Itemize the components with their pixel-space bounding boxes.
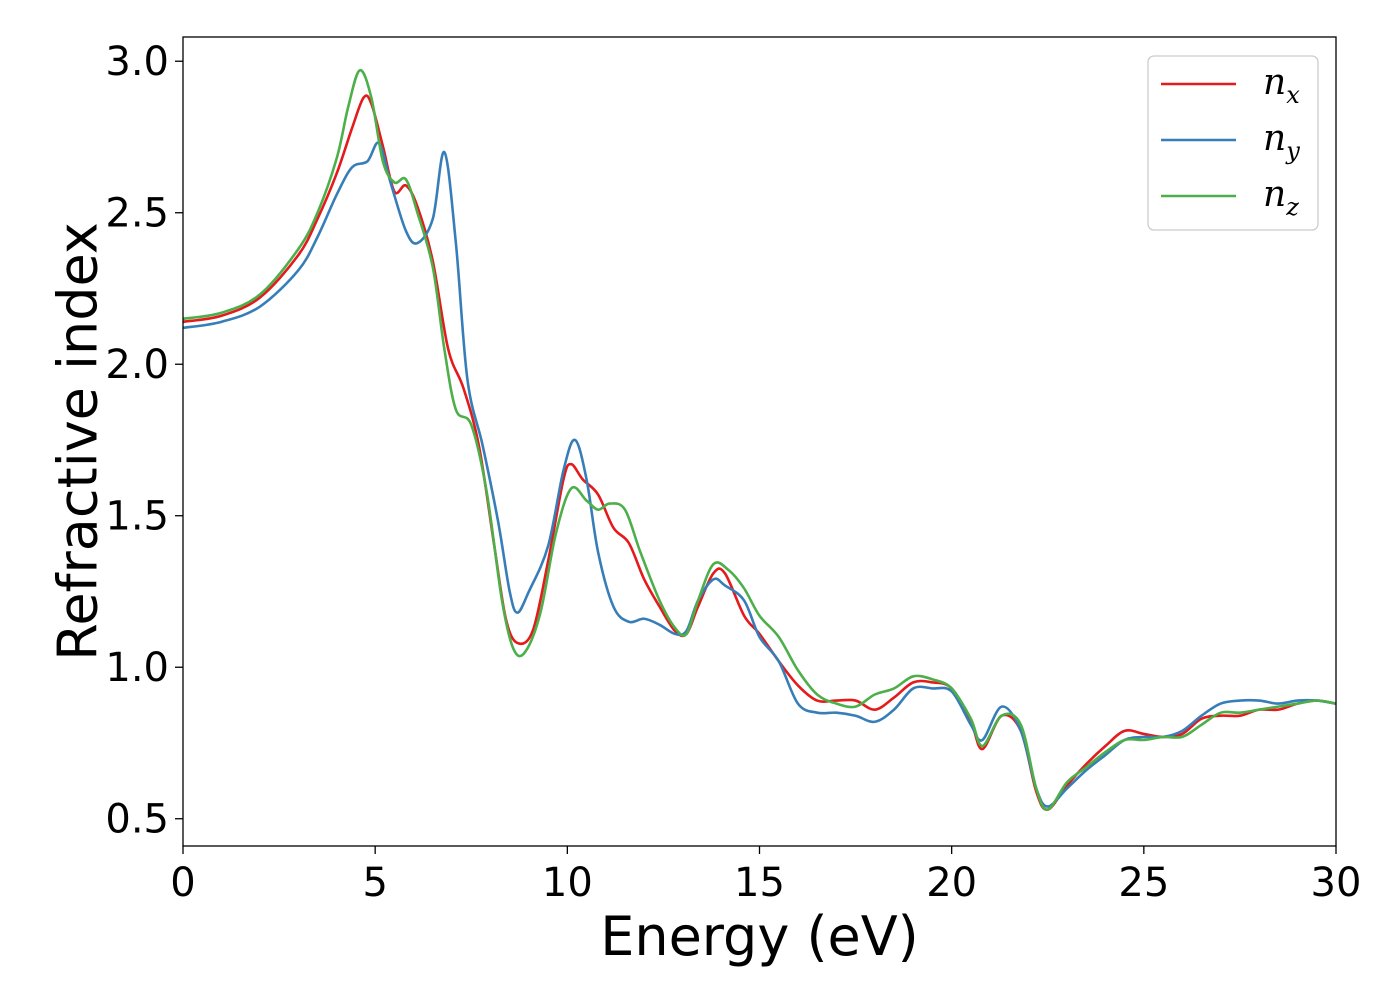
series-line-y [183, 141, 1336, 808]
x-axis: 0 5 10 15 20 25 30 [170, 846, 1361, 906]
x-tick-label: 20 [926, 860, 977, 906]
y-tick-label: 2.0 [105, 342, 169, 388]
legend-label-z: nz [1263, 174, 1299, 221]
y-tick-label: 0.5 [105, 797, 169, 843]
legend-label-y: ny [1263, 118, 1300, 165]
y-tick-label: 1.5 [105, 494, 169, 540]
x-tick-label: 15 [734, 860, 785, 906]
x-tick-label: 5 [362, 860, 387, 906]
legend-label-x: nx [1263, 62, 1300, 109]
x-tick-label: 25 [1118, 860, 1169, 906]
y-axis: 0.5 1.0 1.5 2.0 2.5 3.0 [105, 39, 183, 843]
y-tick-label: 1.0 [105, 645, 169, 691]
y-axis-title: Refractive index [47, 222, 110, 661]
x-axis-title: Energy (eV) [600, 905, 919, 968]
legend-box [1147, 55, 1319, 231]
y-tick-label: 3.0 [105, 39, 169, 85]
x-tick-label: 30 [1311, 860, 1362, 906]
x-tick-label: 0 [170, 860, 195, 906]
legend: nx ny nz [1147, 55, 1319, 231]
y-tick-label: 2.5 [105, 191, 169, 237]
series-line-z [183, 69, 1336, 811]
x-tick-label: 10 [542, 860, 593, 906]
